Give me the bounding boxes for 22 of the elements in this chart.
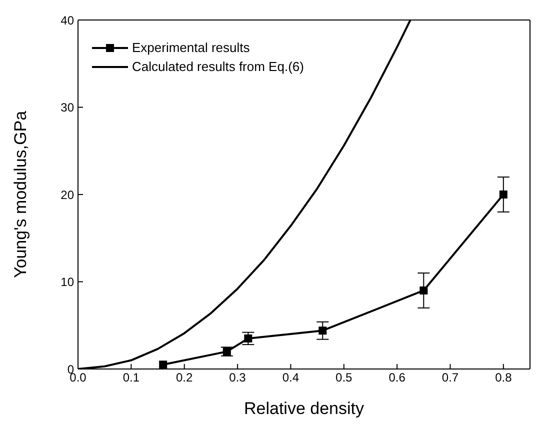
legend-label: Calculated results from Eq.(6) xyxy=(132,59,304,74)
y-tick-label: 40 xyxy=(60,13,74,28)
y-axis-title: Young's modulus,GPa xyxy=(11,110,30,278)
x-tick-label: 0.2 xyxy=(176,370,194,385)
point xyxy=(420,286,428,294)
point xyxy=(222,348,231,356)
y-tick-label: 20 xyxy=(60,188,74,202)
x-axis-title: Relative density xyxy=(244,399,364,418)
x-tick-label: 0.4 xyxy=(282,370,300,385)
x-tick-label: 0.6 xyxy=(388,370,406,385)
y-tick-label: 10 xyxy=(60,275,74,290)
legend-label: Experimental results xyxy=(132,40,250,55)
y-tick-label: 30 xyxy=(60,100,74,115)
x-tick-label: 0.1 xyxy=(122,370,140,385)
x-tick-label: 0.3 xyxy=(229,370,246,385)
x-tick-label: 0.8 xyxy=(495,370,512,385)
point xyxy=(499,190,508,198)
point xyxy=(318,326,327,335)
x-tick-label: 0.7 xyxy=(442,370,459,385)
point xyxy=(244,334,252,342)
point xyxy=(159,360,168,369)
x-tick-label: 0.5 xyxy=(336,370,353,385)
